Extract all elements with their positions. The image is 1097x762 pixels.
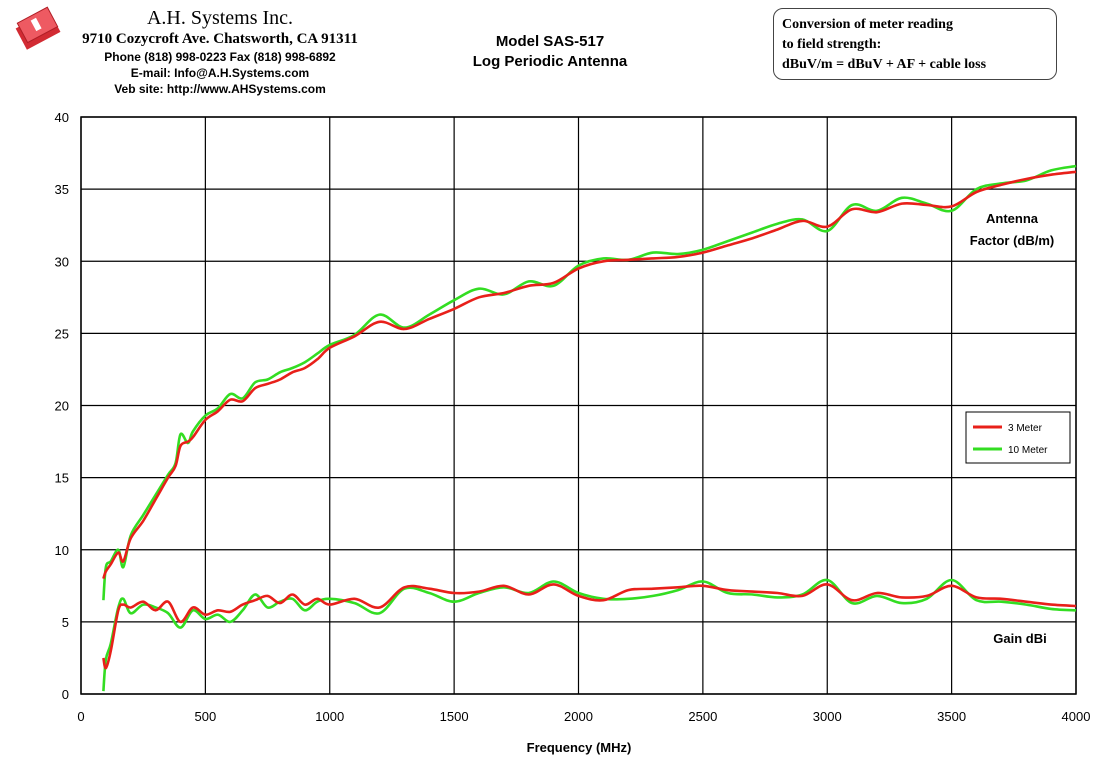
series-lines <box>102 164 1077 692</box>
y-tick-label: 15 <box>55 471 69 486</box>
series-line-10-meter-gain <box>102 578 1077 692</box>
y-tick-label: 40 <box>55 110 69 125</box>
x-tick-label: 3500 <box>937 709 966 724</box>
x-tick-label: 2000 <box>564 709 593 724</box>
antenna-factor-label: Factor (dB/m) <box>970 233 1055 248</box>
conversion-formula: dBuV/m = dBuV + AF + cable loss <box>782 57 987 72</box>
legend-label-3-meter: 3 Meter <box>1008 423 1043 434</box>
chart-title: Model SAS-517 Log Periodic Antenna <box>440 32 660 72</box>
x-tick-label: 2500 <box>688 709 717 724</box>
x-tick-label: 0 <box>77 709 84 724</box>
legend-box <box>965 411 1071 464</box>
x-tick-label: 3000 <box>813 709 842 724</box>
plot-frame <box>80 116 1077 695</box>
y-tick-label: 0 <box>62 687 69 702</box>
y-tick-label: 10 <box>55 543 69 558</box>
series-line-3-meter-antenna-factor <box>102 170 1077 580</box>
model-description: Log Periodic Antenna <box>472 53 628 70</box>
x-tick-label: 1500 <box>440 709 469 724</box>
model-number: Model SAS-517 <box>495 33 605 50</box>
grid <box>80 116 1077 695</box>
x-tick-label: 1000 <box>315 709 344 724</box>
logo-mark <box>30 17 42 32</box>
y-tick-label: 5 <box>62 615 69 630</box>
antenna-label: Antenna <box>986 211 1039 226</box>
company-website: Veb site: http://www.AHSystems.com <box>114 82 326 96</box>
x-tick-label: 4000 <box>1062 709 1091 724</box>
company-phone: Phone (818) 998-0223 Fax (818) 998-6892 <box>104 50 336 64</box>
company-name: A.H. Systems Inc. <box>146 7 294 29</box>
conversion-line-2: to field strength: <box>782 37 882 52</box>
axis-labels: 0 500 1000 1500 2000 2500 3000 3500 4000 0 5 10 15 20… <box>55 110 1091 724</box>
company-address: 9710 Cozycroft Ave. Chatsworth, CA 91311 <box>82 31 358 47</box>
gain-label: Gain dBi <box>993 631 1046 646</box>
conversion-line-1: Conversion of meter reading <box>782 17 953 32</box>
series-line-3-meter-gain <box>102 583 1077 670</box>
y-tick-label: 30 <box>55 254 69 269</box>
company-logo <box>15 6 61 50</box>
company-email: E-mail: Info@A.H.Systems.com <box>130 66 310 80</box>
x-tick-label: 500 <box>195 709 217 724</box>
conversion-box: Conversion of meter reading to field str… <box>773 8 1057 80</box>
series-line-10-meter-antenna-factor <box>102 164 1077 601</box>
y-tick-label: 35 <box>55 182 69 197</box>
legend: 3 Meter 10 Meter <box>965 411 1071 464</box>
legend-label-10-meter: 10 Meter <box>1008 445 1048 456</box>
company-info: A.H. Systems Inc. 9710 Cozycroft Ave. Ch… <box>50 6 390 97</box>
y-tick-label: 25 <box>55 326 69 341</box>
x-axis-title: Frequency (MHz) <box>527 740 632 755</box>
y-tick-label: 20 <box>55 399 69 414</box>
